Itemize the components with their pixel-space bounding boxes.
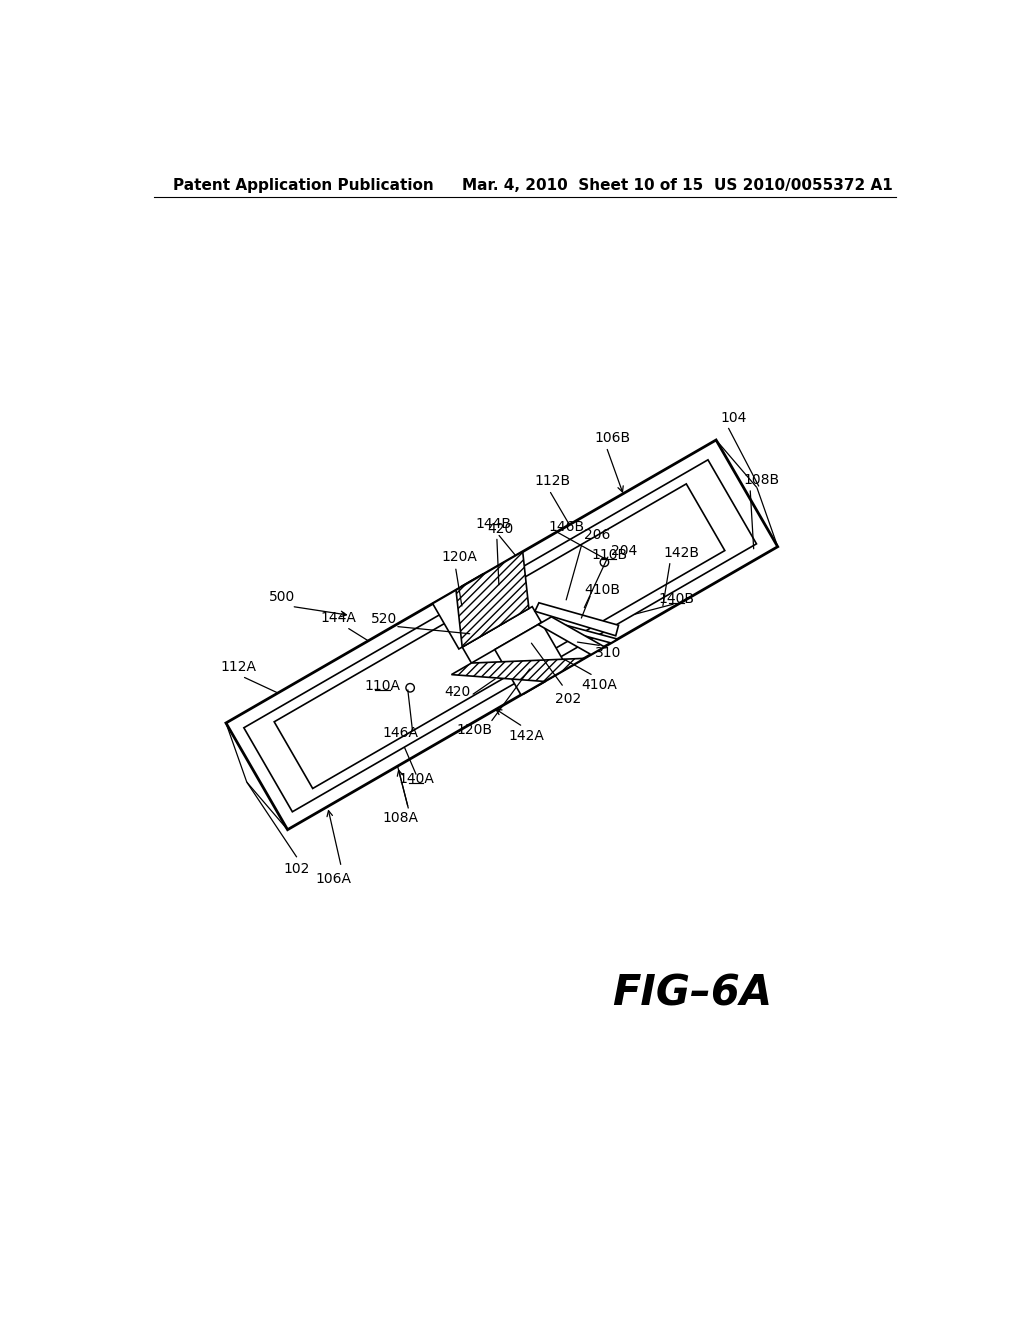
Text: 310: 310 bbox=[595, 647, 622, 660]
Text: 110B: 110B bbox=[591, 548, 628, 562]
Text: 204: 204 bbox=[611, 544, 638, 558]
Text: Patent Application Publication: Patent Application Publication bbox=[173, 178, 433, 193]
Polygon shape bbox=[535, 603, 618, 636]
Text: 146B: 146B bbox=[548, 520, 584, 533]
Text: FIG–6A: FIG–6A bbox=[612, 973, 773, 1015]
Text: 206: 206 bbox=[585, 528, 610, 543]
Text: 108B: 108B bbox=[743, 474, 779, 487]
Text: 410B: 410B bbox=[585, 583, 621, 597]
Text: 106A: 106A bbox=[315, 871, 351, 886]
Polygon shape bbox=[462, 607, 542, 663]
Polygon shape bbox=[484, 484, 725, 667]
Polygon shape bbox=[226, 574, 545, 830]
Text: 520: 520 bbox=[371, 611, 396, 626]
Text: 202: 202 bbox=[555, 692, 581, 706]
Text: 140B: 140B bbox=[658, 591, 695, 606]
Text: 420: 420 bbox=[443, 685, 470, 698]
Text: 112A: 112A bbox=[220, 660, 256, 675]
Text: 106B: 106B bbox=[594, 430, 631, 445]
Text: 104: 104 bbox=[721, 411, 746, 425]
Text: 140A: 140A bbox=[398, 772, 434, 787]
Text: 144B: 144B bbox=[475, 517, 511, 531]
Text: 120A: 120A bbox=[441, 550, 477, 564]
Text: 146A: 146A bbox=[383, 726, 419, 741]
Text: 108A: 108A bbox=[383, 810, 419, 825]
Text: 102: 102 bbox=[284, 862, 310, 875]
Polygon shape bbox=[433, 577, 506, 649]
Polygon shape bbox=[471, 459, 757, 681]
Polygon shape bbox=[244, 591, 529, 812]
Polygon shape bbox=[452, 659, 585, 681]
Text: 410A: 410A bbox=[582, 678, 617, 692]
Polygon shape bbox=[463, 440, 777, 693]
Polygon shape bbox=[274, 602, 519, 788]
Text: 120B: 120B bbox=[457, 723, 493, 738]
Text: 112B: 112B bbox=[535, 474, 571, 488]
Polygon shape bbox=[495, 623, 567, 694]
Polygon shape bbox=[456, 552, 528, 647]
Text: 500: 500 bbox=[269, 590, 295, 605]
Text: 142B: 142B bbox=[664, 546, 699, 560]
Text: US 2010/0055372 A1: US 2010/0055372 A1 bbox=[714, 178, 893, 193]
Text: 420: 420 bbox=[487, 521, 514, 536]
Text: 144A: 144A bbox=[321, 611, 356, 624]
Text: 142A: 142A bbox=[509, 729, 545, 743]
Text: 110A: 110A bbox=[365, 678, 400, 693]
Polygon shape bbox=[539, 616, 604, 655]
Polygon shape bbox=[543, 620, 617, 643]
Text: Mar. 4, 2010  Sheet 10 of 15: Mar. 4, 2010 Sheet 10 of 15 bbox=[462, 178, 702, 193]
